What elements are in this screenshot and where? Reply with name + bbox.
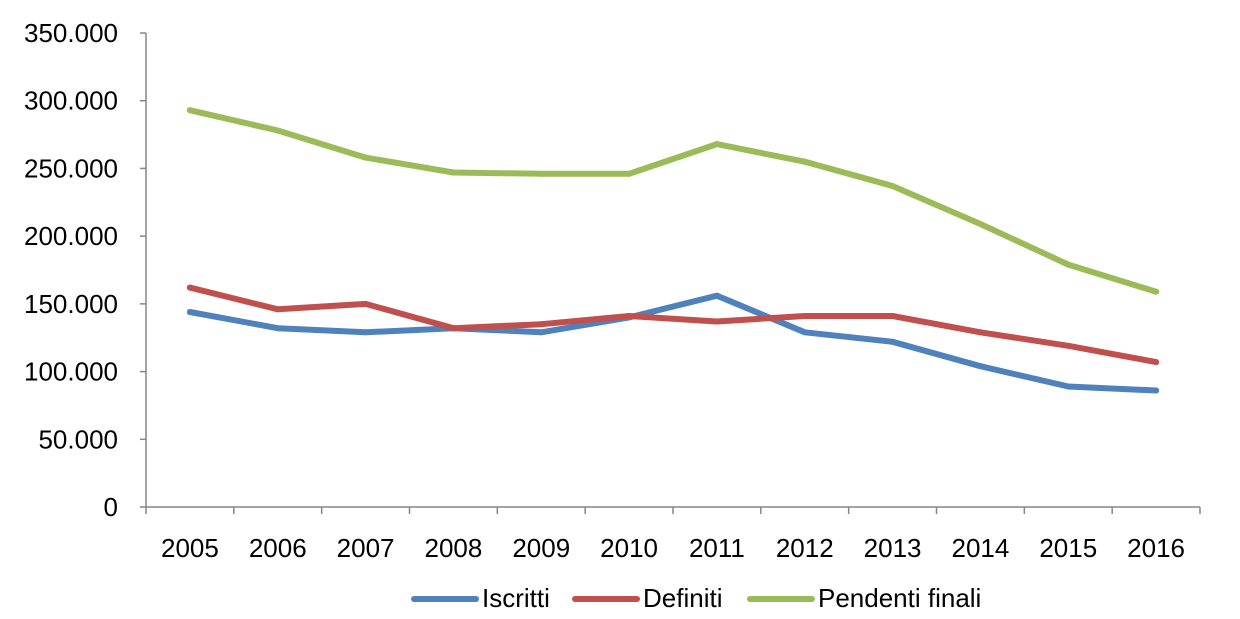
x-tick-label: 2008 xyxy=(424,533,482,563)
data-point xyxy=(274,325,281,332)
x-tick-label: 2014 xyxy=(951,533,1009,563)
data-point xyxy=(713,292,720,299)
legend: Iscritti Definiti Pendenti finali xyxy=(411,583,981,613)
legend-label: Iscritti xyxy=(482,583,550,613)
data-point xyxy=(889,338,896,345)
data-point xyxy=(1065,342,1072,349)
x-tick-label: 2005 xyxy=(161,533,219,563)
x-tick-label: 2013 xyxy=(864,533,922,563)
data-point xyxy=(1153,387,1160,394)
legend-label: Pendenti finali xyxy=(818,583,981,613)
y-tick-label: 350.000 xyxy=(24,18,118,48)
x-tick-label: 2009 xyxy=(512,533,570,563)
data-point xyxy=(274,306,281,313)
y-tick-label: 0 xyxy=(104,492,118,522)
legend-item-definiti: Definiti xyxy=(572,583,722,613)
data-point xyxy=(977,363,984,370)
legend-label: Definiti xyxy=(643,583,722,613)
series-line-pendenti-finali xyxy=(186,107,1160,295)
data-point xyxy=(450,169,457,176)
y-axis: 0 50.000 100.000 150.000 200.000 250.000 300.0… xyxy=(24,18,147,522)
y-tick-label: 250.000 xyxy=(24,153,118,183)
data-point xyxy=(626,170,633,177)
x-axis: 2005 2006 2007 2008 2009 2010 2011 2012 2013 2014… xyxy=(145,506,1201,563)
y-tick-label: 50.000 xyxy=(38,424,118,454)
data-point xyxy=(801,313,808,320)
x-tick-label: 2012 xyxy=(776,533,834,563)
legend-item-pendenti-finali: Pendenti finali xyxy=(747,583,981,613)
data-point xyxy=(538,329,545,336)
data-point xyxy=(450,325,457,332)
data-point xyxy=(274,127,281,134)
legend-item-iscritti: Iscritti xyxy=(411,583,550,613)
data-point xyxy=(186,284,193,291)
data-point xyxy=(977,220,984,227)
data-point xyxy=(713,141,720,148)
x-tick-label: 2007 xyxy=(337,533,395,563)
series-line-iscritti xyxy=(186,292,1160,394)
data-point xyxy=(186,308,193,315)
data-point xyxy=(538,170,545,177)
data-point xyxy=(626,313,633,320)
x-tick-label: 2016 xyxy=(1127,533,1185,563)
data-point xyxy=(362,329,369,336)
series-lines xyxy=(186,107,1160,394)
data-point xyxy=(362,300,369,307)
y-tick-label: 300.000 xyxy=(24,86,118,116)
data-point xyxy=(1065,261,1072,268)
data-point xyxy=(801,329,808,336)
data-point xyxy=(1153,359,1160,366)
data-point xyxy=(977,329,984,336)
x-tick-label: 2010 xyxy=(600,533,658,563)
data-point xyxy=(1153,288,1160,295)
data-point xyxy=(801,158,808,165)
data-point xyxy=(889,313,896,320)
y-tick-label: 200.000 xyxy=(24,221,118,251)
data-point xyxy=(362,154,369,161)
x-tick-label: 2011 xyxy=(689,533,745,563)
x-tick-label: 2006 xyxy=(249,533,307,563)
y-tick-label: 150.000 xyxy=(24,289,118,319)
data-point xyxy=(889,183,896,190)
y-tick-label: 100.000 xyxy=(24,357,118,387)
data-point xyxy=(1065,383,1072,390)
data-point xyxy=(713,318,720,325)
data-point xyxy=(538,321,545,328)
series-line-definiti xyxy=(186,284,1160,366)
data-point xyxy=(186,107,193,114)
x-tick-label: 2015 xyxy=(1039,533,1097,563)
